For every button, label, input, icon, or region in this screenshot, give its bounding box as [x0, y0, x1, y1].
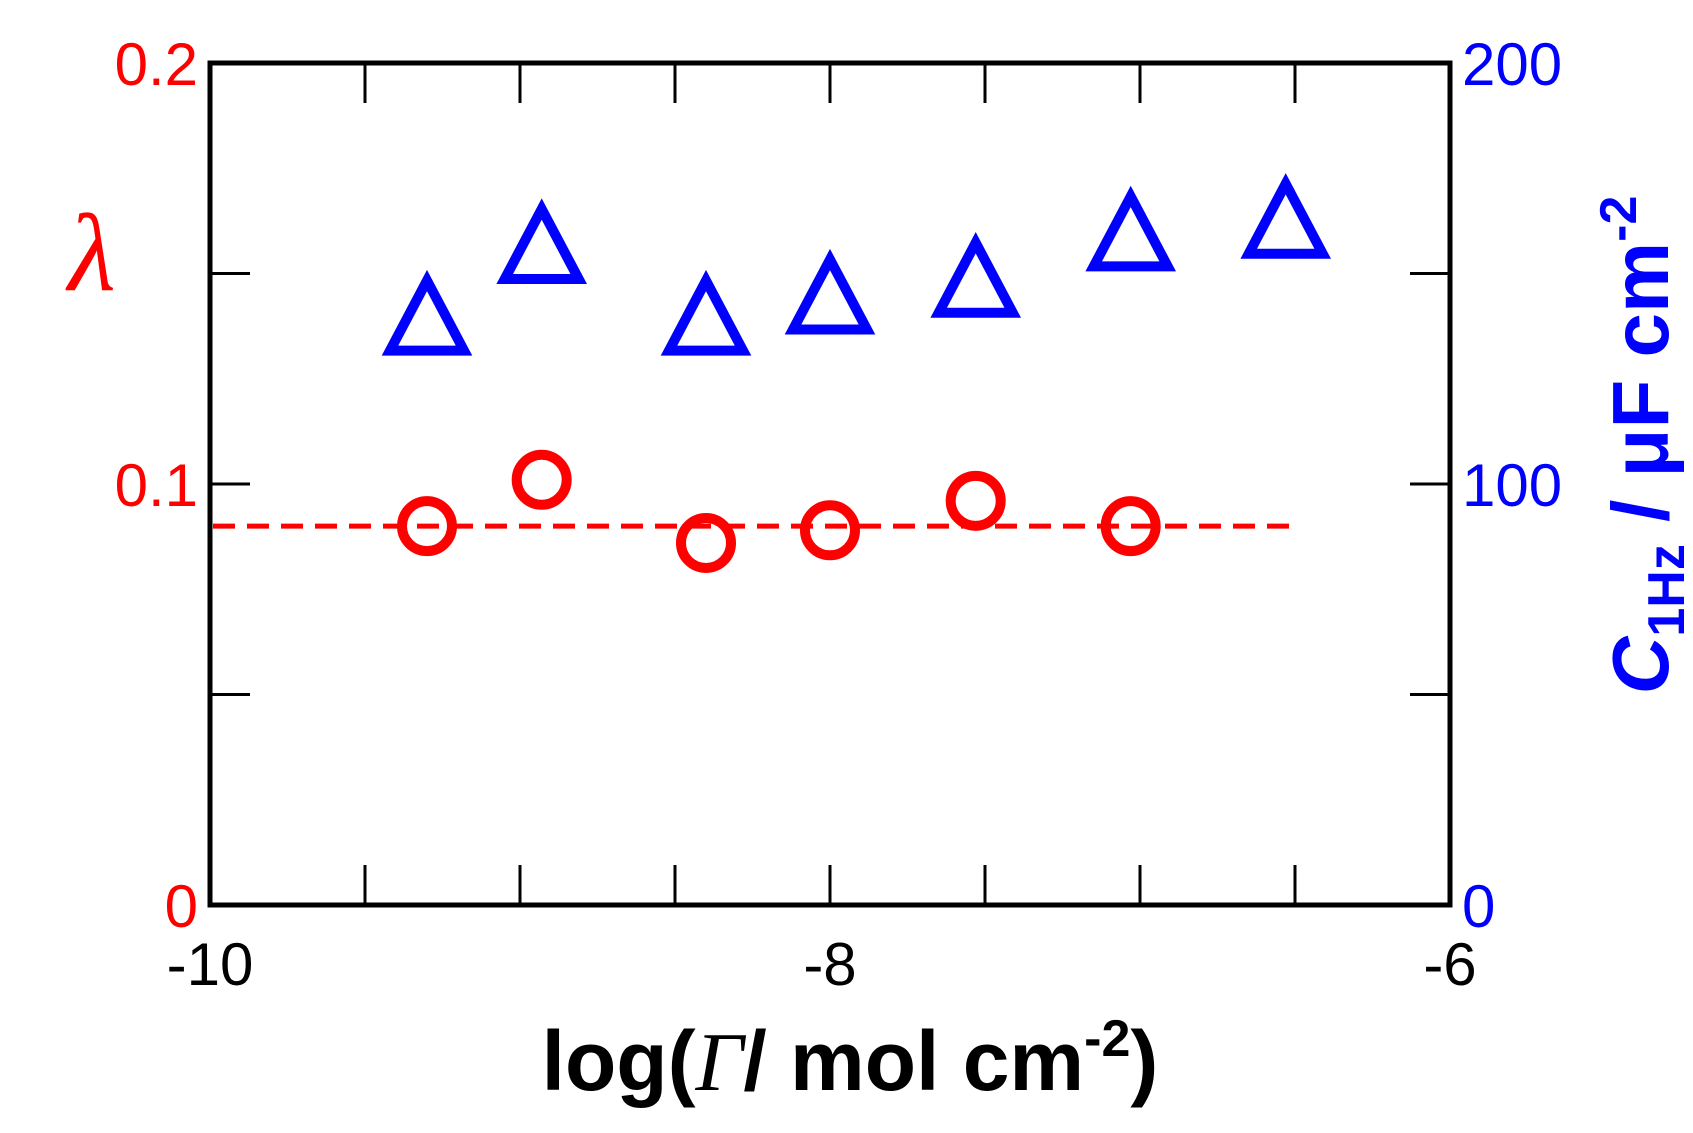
triangle-marker — [381, 269, 473, 356]
circle-marker — [945, 470, 1006, 531]
y-right-axis-title-subscript: 1Hz — [1638, 544, 1693, 636]
y-right-axis-title-main: C — [1596, 635, 1685, 694]
y-right-tick-label: 100 — [1462, 452, 1562, 519]
x-tick-label: -10 — [167, 931, 254, 998]
x-axis-title-exponent: -2 — [1084, 1010, 1130, 1068]
y-right-tick-label: 0 — [1462, 873, 1495, 940]
y-left-tick-label: 0 — [165, 873, 198, 940]
x-axis-title: log(Γ/ mol cm-2) — [542, 1010, 1159, 1109]
y-right-axis-title-exponent: -2 — [1590, 196, 1648, 242]
y-right-axis-title-unit: / μF cm — [1596, 242, 1685, 544]
x-axis-title-unit: / mol cm — [743, 1014, 1084, 1108]
circle-marker — [511, 449, 572, 510]
triangle-marker — [784, 248, 876, 335]
circle-marker — [676, 512, 736, 573]
x-axis-title-prefix: log( — [542, 1014, 696, 1108]
y-left-tick-label: 0.1 — [115, 452, 198, 519]
x-tick-label: -6 — [1423, 931, 1476, 998]
triangle-marker — [660, 269, 752, 356]
data-markers — [381, 173, 1331, 573]
plot-frame — [207, 60, 1453, 908]
circle-marker — [1100, 496, 1161, 557]
axis-ticks — [208, 61, 1452, 907]
circle-marker — [800, 500, 860, 561]
x-axis-title-suffix: ) — [1130, 1014, 1158, 1108]
circle-marker — [397, 496, 457, 557]
y-right-tick-label: 200 — [1462, 31, 1562, 98]
y-left-axis-title: λ — [65, 192, 116, 314]
y-right-axis-title: C1Hz / μF cm-2 — [1590, 196, 1693, 695]
x-axis-title-symbol: Γ — [695, 1016, 747, 1109]
x-tick-label: -8 — [803, 931, 856, 998]
triangle-marker — [1085, 185, 1176, 272]
triangle-marker — [496, 198, 587, 285]
triangle-marker — [1240, 173, 1331, 259]
triangle-marker — [930, 232, 1021, 318]
y-left-tick-label: 0.2 — [115, 31, 198, 98]
